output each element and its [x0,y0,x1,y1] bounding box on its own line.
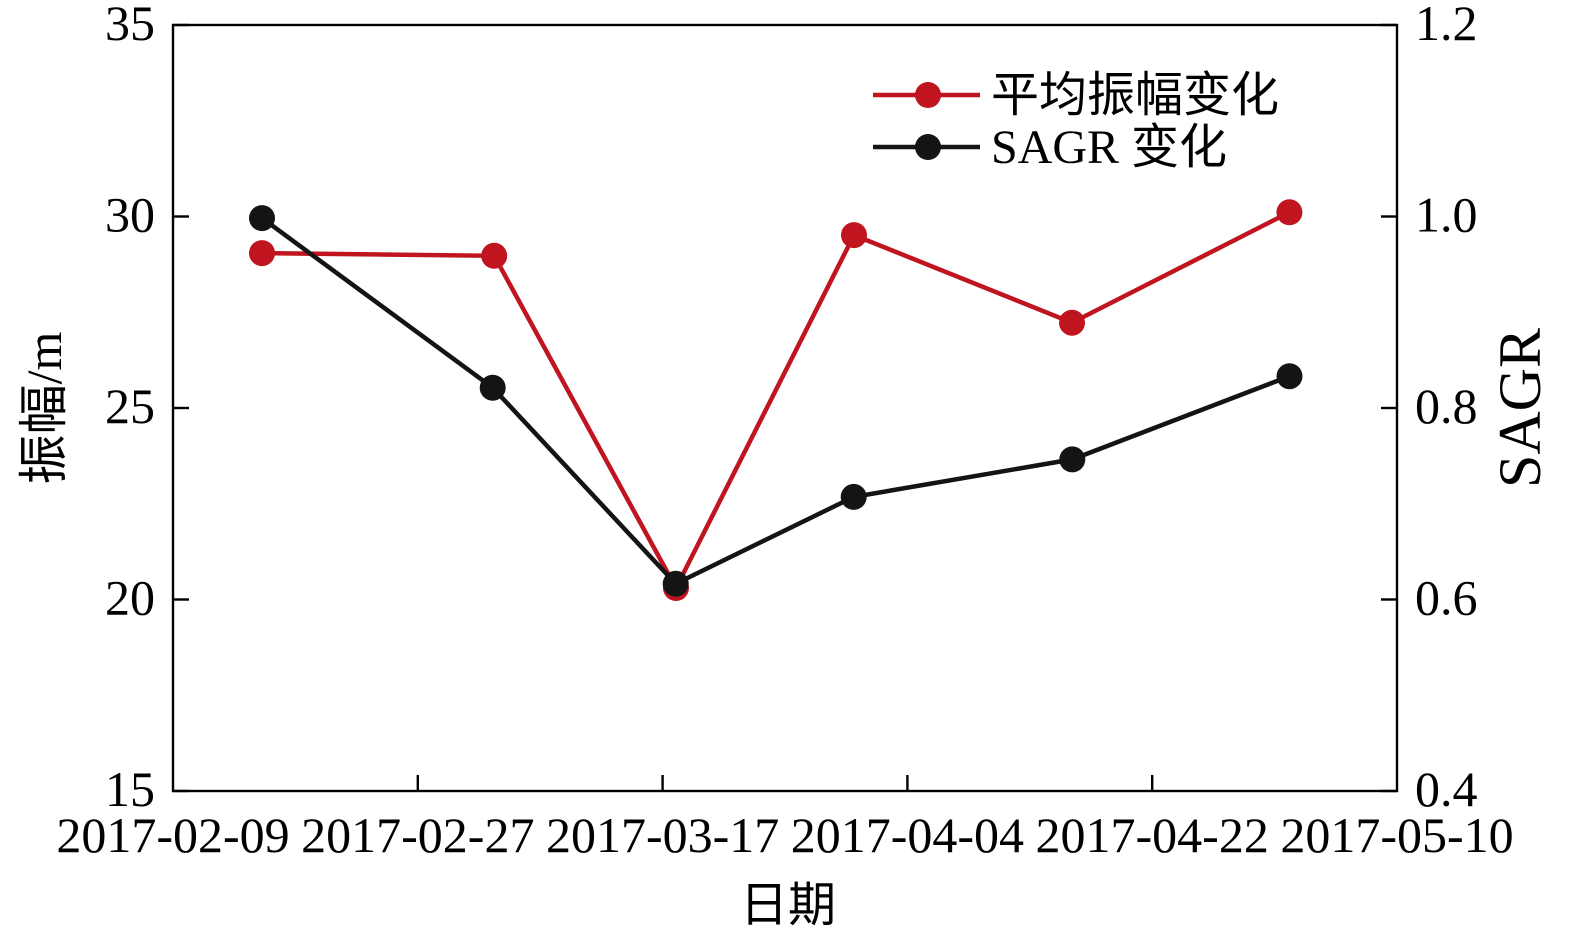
svg-text:35: 35 [105,0,155,51]
svg-text:0.6: 0.6 [1415,570,1478,626]
svg-text:2017-03-17: 2017-03-17 [546,807,779,863]
svg-text:2017-02-27: 2017-02-27 [301,807,534,863]
svg-text:30: 30 [105,187,155,243]
svg-text:1.2: 1.2 [1415,0,1478,51]
svg-text:2017-05-10: 2017-05-10 [1280,807,1513,863]
svg-text:SAGR: SAGR [1487,328,1553,488]
svg-text:振幅/m: 振幅/m [16,332,72,485]
svg-text:2017-04-04: 2017-04-04 [791,807,1024,863]
svg-text:25: 25 [105,378,155,434]
svg-text:20: 20 [105,570,155,626]
svg-text:SAGR 变化: SAGR 变化 [991,121,1227,174]
svg-text:2017-02-09: 2017-02-09 [56,807,289,863]
svg-text:0.8: 0.8 [1415,378,1478,434]
svg-text:平均振幅变化: 平均振幅变化 [991,69,1279,122]
svg-text:1.0: 1.0 [1415,187,1478,243]
svg-text:日期: 日期 [740,879,836,932]
svg-text:2017-04-22: 2017-04-22 [1036,807,1269,863]
